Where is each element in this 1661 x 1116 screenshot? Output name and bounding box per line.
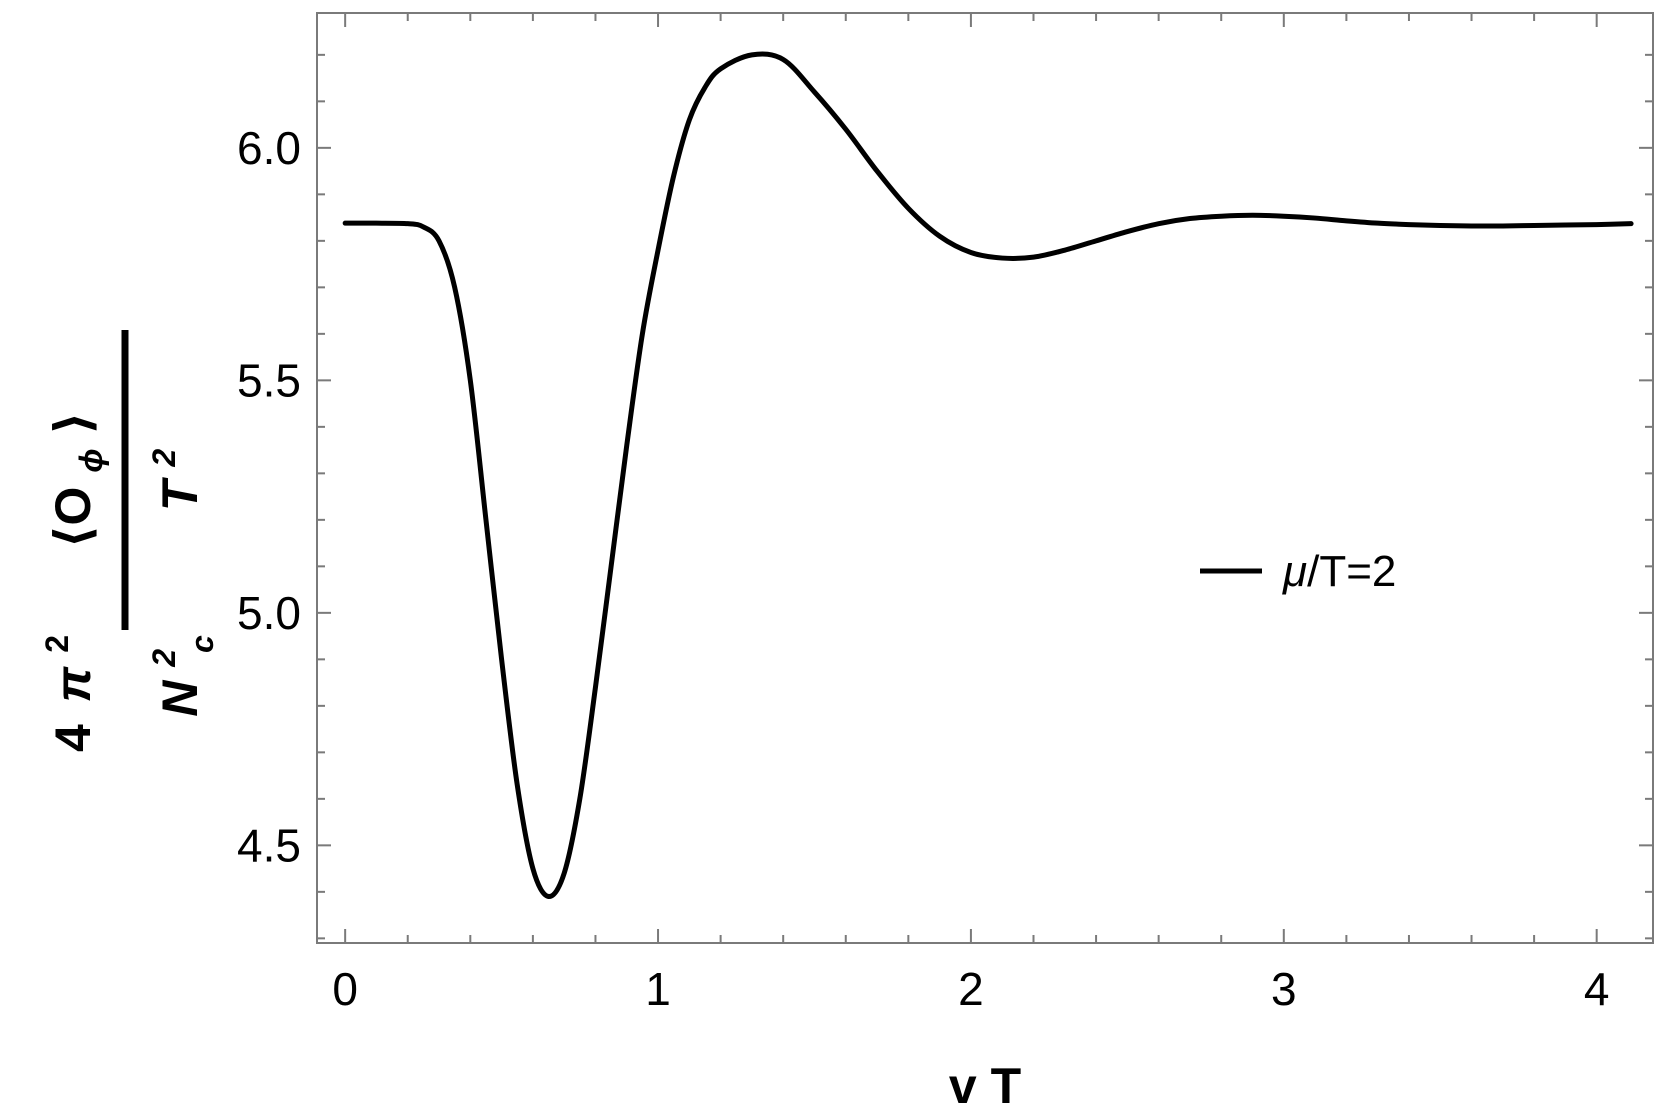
y-title-T: T xyxy=(152,476,208,511)
y-title-T-exp: 2 xyxy=(146,449,182,468)
y-title-pi: π xyxy=(45,665,101,702)
y-title-N-sub: c xyxy=(184,635,220,653)
legend-mu: μ xyxy=(1282,547,1307,596)
legend: μ/T=2 xyxy=(1200,547,1396,596)
x-tick-label: 4 xyxy=(1584,963,1610,1015)
x-axis-title: v T xyxy=(949,1058,1021,1114)
y-axis-title: 4 π 2 ⟨O ϕ ⟩ N 2 c T 2 xyxy=(39,330,220,752)
series-layer xyxy=(342,51,1634,899)
legend-rest: /T=2 xyxy=(1307,547,1396,596)
y-title-N: N xyxy=(152,680,208,717)
x-tick-label: 0 xyxy=(332,963,358,1015)
plot-frame xyxy=(316,12,1654,944)
y-title-numerator: ⟨O xyxy=(45,487,101,549)
y-tick-label: 5.0 xyxy=(237,587,301,639)
series-line xyxy=(342,51,1634,899)
y-tick-label: 6.0 xyxy=(237,122,301,174)
y-title-N-exp: 2 xyxy=(146,649,182,668)
y-title-pi-exp: 2 xyxy=(39,635,75,653)
x-axis-ticks: 0 1 2 3 4 xyxy=(332,13,1609,1015)
y-title-prefix: 4 xyxy=(45,724,101,752)
y-tick-label: 4.5 xyxy=(237,819,301,871)
y-axis-title-numerator-left: 4 π 2 xyxy=(39,635,101,752)
y-axis-title-denominator: T 2 xyxy=(146,449,208,511)
x-tick-label: 1 xyxy=(645,963,671,1015)
x-tick-label: 2 xyxy=(958,963,984,1015)
y-axis-title-denominator-left: N 2 c xyxy=(130,635,220,717)
y-axis-ticks: 4.5 5.0 5.5 6.0 xyxy=(237,53,1653,940)
y-tick-label: 5.5 xyxy=(237,354,301,406)
y-axis-title-numerator: ⟨O ϕ ⟩ xyxy=(45,412,113,549)
legend-entry-label: μ/T=2 xyxy=(1282,547,1396,596)
y-title-numerator-close: ⟩ xyxy=(45,412,101,435)
y-title-numerator-sub: ϕ xyxy=(73,448,109,472)
x-tick-label: 3 xyxy=(1271,963,1297,1015)
